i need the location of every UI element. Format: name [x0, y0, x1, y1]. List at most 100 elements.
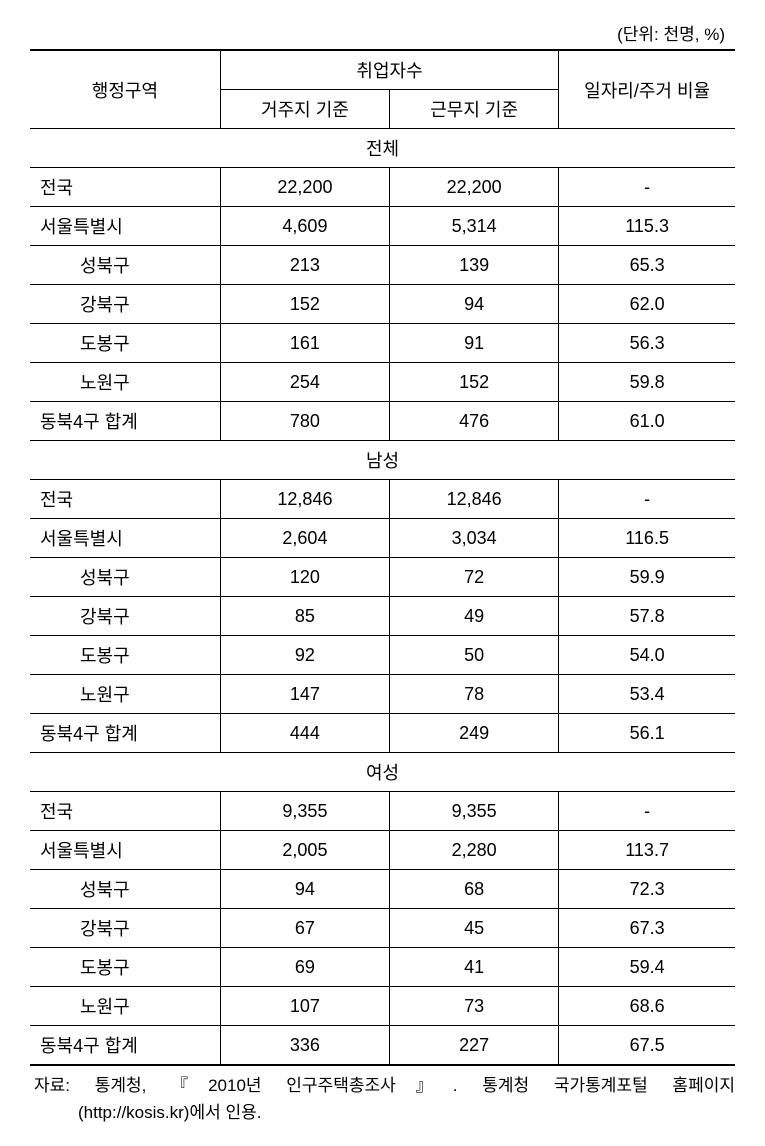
table-row: 도봉구1619156.3 — [30, 324, 735, 363]
section-header-row: 여성 — [30, 753, 735, 792]
table-row: 서울특별시2,0052,280113.7 — [30, 831, 735, 870]
cell-ratio: 62.0 — [559, 285, 735, 324]
cell-ratio: - — [559, 792, 735, 831]
cell-ratio: 59.9 — [559, 558, 735, 597]
cell-workplace: 227 — [390, 1026, 559, 1066]
cell-region: 전국 — [30, 168, 220, 207]
cell-residence: 22,200 — [220, 168, 389, 207]
table-row: 성북구1207259.9 — [30, 558, 735, 597]
cell-ratio: 54.0 — [559, 636, 735, 675]
cell-region: 노원구 — [30, 987, 220, 1026]
cell-ratio: 57.8 — [559, 597, 735, 636]
cell-region: 도봉구 — [30, 636, 220, 675]
unit-note: (단위: 천명, %) — [30, 20, 735, 45]
cell-residence: 92 — [220, 636, 389, 675]
cell-residence: 444 — [220, 714, 389, 753]
cell-region: 강북구 — [30, 597, 220, 636]
cell-ratio: 116.5 — [559, 519, 735, 558]
cell-residence: 254 — [220, 363, 389, 402]
cell-region: 노원구 — [30, 363, 220, 402]
cell-residence: 9,355 — [220, 792, 389, 831]
cell-ratio: 65.3 — [559, 246, 735, 285]
cell-residence: 780 — [220, 402, 389, 441]
cell-workplace: 249 — [390, 714, 559, 753]
cell-ratio: 115.3 — [559, 207, 735, 246]
cell-workplace: 73 — [390, 987, 559, 1026]
table-row: 서울특별시2,6043,034116.5 — [30, 519, 735, 558]
table-row: 성북구21313965.3 — [30, 246, 735, 285]
cell-ratio: 56.3 — [559, 324, 735, 363]
header-ratio: 일자리/주거 비율 — [559, 50, 735, 129]
cell-ratio: 72.3 — [559, 870, 735, 909]
table-row: 강북구674567.3 — [30, 909, 735, 948]
data-table: 행정구역 취업자수 일자리/주거 비율 거주지 기준 근무지 기준 전체전국22… — [30, 49, 735, 1066]
cell-residence: 147 — [220, 675, 389, 714]
table-row: 서울특별시4,6095,314115.3 — [30, 207, 735, 246]
section-title: 남성 — [30, 441, 735, 480]
cell-region: 성북구 — [30, 558, 220, 597]
table-row: 동북4구 합계33622767.5 — [30, 1026, 735, 1066]
cell-region: 동북4구 합계 — [30, 1026, 220, 1066]
cell-residence: 107 — [220, 987, 389, 1026]
cell-workplace: 50 — [390, 636, 559, 675]
source-note: 자료: 통계청, 『2010년 인구주택총조사』. 통계청 국가통계포털 홈페이… — [30, 1072, 735, 1126]
cell-workplace: 72 — [390, 558, 559, 597]
source-line-2: (http://kosis.kr)에서 인용. — [34, 1099, 735, 1126]
cell-residence: 85 — [220, 597, 389, 636]
cell-residence: 4,609 — [220, 207, 389, 246]
header-residence: 거주지 기준 — [220, 90, 389, 129]
section-header-row: 전체 — [30, 129, 735, 168]
section-title: 여성 — [30, 753, 735, 792]
header-employed-group: 취업자수 — [220, 50, 558, 90]
cell-residence: 2,604 — [220, 519, 389, 558]
cell-workplace: 152 — [390, 363, 559, 402]
cell-region: 동북4구 합계 — [30, 402, 220, 441]
cell-region: 전국 — [30, 792, 220, 831]
cell-ratio: 59.4 — [559, 948, 735, 987]
cell-workplace: 68 — [390, 870, 559, 909]
cell-workplace: 5,314 — [390, 207, 559, 246]
cell-workplace: 45 — [390, 909, 559, 948]
cell-region: 서울특별시 — [30, 831, 220, 870]
cell-residence: 213 — [220, 246, 389, 285]
cell-region: 강북구 — [30, 909, 220, 948]
table-row: 강북구1529462.0 — [30, 285, 735, 324]
cell-workplace: 22,200 — [390, 168, 559, 207]
source-line-1: 자료: 통계청, 『2010년 인구주택총조사』. 통계청 국가통계포털 홈페이… — [34, 1072, 735, 1099]
cell-residence: 69 — [220, 948, 389, 987]
cell-workplace: 49 — [390, 597, 559, 636]
section-header-row: 남성 — [30, 441, 735, 480]
cell-region: 동북4구 합계 — [30, 714, 220, 753]
table-row: 도봉구694159.4 — [30, 948, 735, 987]
cell-workplace: 78 — [390, 675, 559, 714]
cell-workplace: 41 — [390, 948, 559, 987]
table-row: 노원구1077368.6 — [30, 987, 735, 1026]
table-row: 전국22,20022,200- — [30, 168, 735, 207]
cell-workplace: 3,034 — [390, 519, 559, 558]
cell-region: 도봉구 — [30, 948, 220, 987]
table-row: 동북4구 합계78047661.0 — [30, 402, 735, 441]
table-row: 강북구854957.8 — [30, 597, 735, 636]
cell-region: 성북구 — [30, 870, 220, 909]
table-row: 노원구1477853.4 — [30, 675, 735, 714]
table-row: 동북4구 합계44424956.1 — [30, 714, 735, 753]
table-row: 전국9,3559,355- — [30, 792, 735, 831]
cell-residence: 336 — [220, 1026, 389, 1066]
cell-region: 서울특별시 — [30, 207, 220, 246]
cell-residence: 161 — [220, 324, 389, 363]
header-region: 행정구역 — [30, 50, 220, 129]
cell-residence: 152 — [220, 285, 389, 324]
cell-region: 노원구 — [30, 675, 220, 714]
cell-ratio: 113.7 — [559, 831, 735, 870]
cell-residence: 94 — [220, 870, 389, 909]
cell-workplace: 9,355 — [390, 792, 559, 831]
cell-workplace: 91 — [390, 324, 559, 363]
cell-workplace: 139 — [390, 246, 559, 285]
cell-residence: 12,846 — [220, 480, 389, 519]
cell-ratio: 56.1 — [559, 714, 735, 753]
cell-ratio: 68.6 — [559, 987, 735, 1026]
table-row: 성북구946872.3 — [30, 870, 735, 909]
cell-ratio: 53.4 — [559, 675, 735, 714]
cell-workplace: 12,846 — [390, 480, 559, 519]
table-row: 도봉구925054.0 — [30, 636, 735, 675]
